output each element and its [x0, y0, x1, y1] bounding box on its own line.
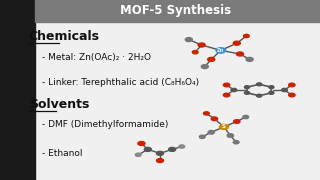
Circle shape — [289, 93, 295, 97]
Circle shape — [198, 43, 205, 47]
Circle shape — [192, 51, 198, 54]
Circle shape — [223, 93, 230, 97]
Text: S: S — [222, 124, 226, 129]
Circle shape — [208, 57, 215, 61]
Circle shape — [227, 134, 234, 137]
Text: Solvents: Solvents — [29, 98, 89, 111]
Text: - DMF (Dimethylformamide): - DMF (Dimethylformamide) — [42, 120, 168, 129]
Circle shape — [211, 117, 218, 121]
Circle shape — [243, 115, 249, 119]
Circle shape — [156, 151, 164, 155]
Bar — [0, 0, 35, 180]
Text: - Ethanol: - Ethanol — [42, 148, 82, 158]
Circle shape — [156, 159, 164, 163]
Text: Chemicals: Chemicals — [29, 30, 100, 42]
Bar — [35, 0, 320, 22]
Circle shape — [269, 91, 274, 94]
Text: - Metal: Zn(OAc)₂ · 2H₂O: - Metal: Zn(OAc)₂ · 2H₂O — [42, 53, 151, 62]
Circle shape — [231, 88, 237, 92]
Circle shape — [246, 57, 253, 61]
Circle shape — [257, 83, 262, 86]
Circle shape — [169, 147, 176, 151]
Circle shape — [185, 38, 192, 42]
Circle shape — [289, 83, 295, 87]
Circle shape — [236, 52, 244, 56]
Circle shape — [201, 65, 208, 69]
Circle shape — [233, 141, 239, 144]
Circle shape — [204, 112, 209, 115]
Circle shape — [244, 86, 250, 89]
Circle shape — [244, 91, 250, 94]
Circle shape — [208, 130, 214, 134]
Circle shape — [233, 41, 240, 45]
Circle shape — [244, 34, 249, 38]
Circle shape — [282, 88, 287, 92]
Circle shape — [269, 86, 274, 89]
Circle shape — [138, 141, 145, 145]
Text: - Linker: Terephthalic acid (C₈H₆O₄): - Linker: Terephthalic acid (C₈H₆O₄) — [42, 78, 199, 87]
Circle shape — [199, 135, 205, 138]
Circle shape — [223, 83, 230, 87]
Circle shape — [179, 145, 185, 148]
Circle shape — [144, 147, 151, 151]
Circle shape — [135, 153, 141, 156]
Circle shape — [220, 124, 228, 129]
Text: Zn: Zn — [217, 48, 224, 53]
Circle shape — [234, 120, 240, 123]
Circle shape — [216, 48, 226, 53]
Circle shape — [257, 94, 262, 97]
Text: MOF-5 Synthesis: MOF-5 Synthesis — [120, 4, 232, 17]
